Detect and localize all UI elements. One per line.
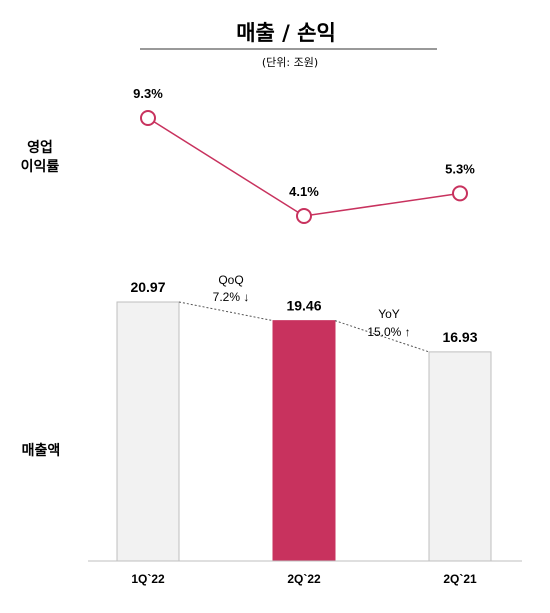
- bar-value-label-1: 20.97: [130, 279, 165, 295]
- bar-connector-2: [334, 320, 430, 353]
- margin-row-label-line1: 영업: [27, 139, 53, 156]
- sales-row-label: 매출액: [22, 442, 61, 459]
- margin-value-label-1: 9.3%: [133, 86, 163, 101]
- margin-point-3: [452, 185, 468, 202]
- margin-line-path: [147, 117, 461, 217]
- data-labels: 20.97 19.46 16.93 9.3% 4.1% 5.3%: [130, 86, 477, 345]
- category-label-1: 1Q`22: [131, 572, 165, 586]
- margin-row-label-line2: 이익률: [21, 158, 60, 175]
- sales-bars: [116, 301, 492, 562]
- bar-connectors: [178, 301, 430, 353]
- bar-2: [272, 320, 336, 562]
- category-label-2: 2Q`22: [287, 572, 321, 586]
- margin-point-1: [140, 110, 156, 126]
- margin-value-label-3: 5.3%: [445, 161, 475, 176]
- category-label-3: 2Q`21: [443, 572, 477, 586]
- operating-margin-line: [140, 110, 468, 224]
- bar-value-label-2: 19.46: [286, 298, 321, 314]
- yoy-value: 15.0% ↑: [367, 325, 410, 339]
- bar-1: [116, 301, 180, 562]
- qoq-label: QoQ: [218, 273, 243, 287]
- unit-label: (단위: 조원): [262, 56, 318, 69]
- bar-value-label-3: 16.93: [442, 329, 477, 345]
- bar-connector-1: [178, 301, 274, 322]
- qoq-value: 7.2% ↓: [213, 290, 250, 304]
- margin-value-label-2: 4.1%: [289, 184, 319, 199]
- chart-title: 매출 / 손익: [236, 21, 336, 45]
- yoy-label: YoY: [378, 307, 400, 321]
- margin-point-2: [296, 208, 312, 224]
- bar-3: [428, 351, 492, 562]
